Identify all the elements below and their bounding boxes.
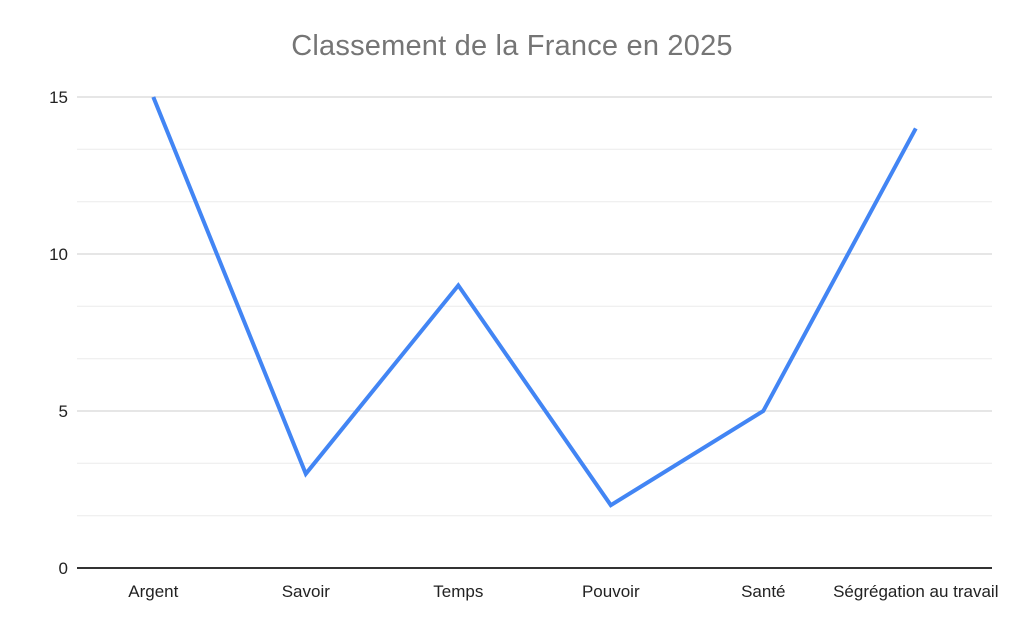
- x-axis-category-label: Temps: [433, 582, 483, 601]
- x-axis-category-label: Santé: [741, 582, 785, 601]
- y-axis-tick-label: 0: [59, 559, 68, 578]
- x-axis-category-label: Savoir: [282, 582, 331, 601]
- x-axis-category-label: Pouvoir: [582, 582, 640, 601]
- y-axis-tick-label: 10: [49, 245, 68, 264]
- y-axis-tick-label: 5: [59, 402, 68, 421]
- x-axis-category-label: Argent: [128, 582, 178, 601]
- chart-title: Classement de la France en 2025: [291, 30, 733, 62]
- x-axis-category-label: Ségrégation au travail: [833, 582, 998, 601]
- y-axis-tick-label: 15: [49, 88, 68, 107]
- data-series-line: [151, 96, 918, 508]
